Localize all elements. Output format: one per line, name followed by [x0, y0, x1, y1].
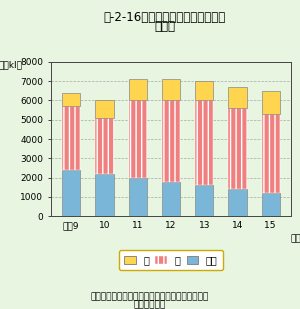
Bar: [128, 178, 147, 216]
Bar: [128, 100, 147, 178]
Bar: [195, 100, 214, 185]
Bar: [62, 170, 80, 216]
Bar: [128, 79, 147, 100]
Legend: 棒, 缶, びん: 棒, 缶, びん: [119, 250, 223, 270]
Bar: [195, 185, 214, 216]
Bar: [229, 189, 247, 216]
Text: （年）: （年）: [290, 234, 300, 243]
Bar: [162, 100, 180, 181]
Bar: [62, 93, 80, 106]
Text: （出典）ガラスびんリサイクル促進協議会資料よ: （出典）ガラスびんリサイクル促進協議会資料よ: [91, 292, 209, 301]
Bar: [229, 87, 247, 108]
Bar: [229, 108, 247, 189]
Bar: [262, 114, 280, 193]
Bar: [62, 106, 80, 170]
Bar: [162, 79, 180, 100]
Bar: [162, 181, 180, 216]
Bar: [262, 91, 280, 114]
Bar: [95, 118, 113, 174]
Text: の推移: の推移: [154, 20, 176, 33]
Bar: [195, 81, 214, 100]
Text: 序-2-16図　ビールの容器別出荷量: 序-2-16図 ビールの容器別出荷量: [104, 11, 226, 24]
Bar: [262, 193, 280, 216]
Bar: [95, 174, 113, 216]
Text: り環境省作成: り環境省作成: [134, 300, 166, 309]
Y-axis label: （千kl）: （千kl）: [0, 60, 22, 69]
Bar: [95, 100, 113, 118]
